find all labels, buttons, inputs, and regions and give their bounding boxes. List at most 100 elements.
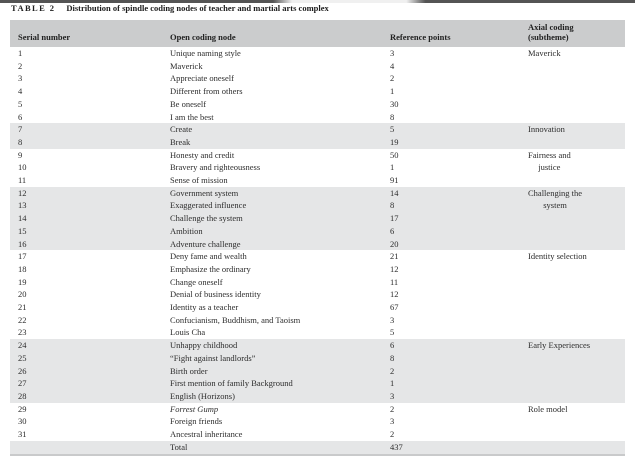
open-coding-node-cell: Bravery and righteousness — [170, 162, 261, 173]
serial-number-cell: 7 — [18, 124, 23, 135]
table-row: 3 Appreciate oneself 2 — [10, 72, 625, 85]
table-row: 2 Maverick 4 — [10, 60, 625, 73]
open-coding-node-cell: Maverick — [170, 60, 203, 71]
reference-points-cell: 17 — [390, 213, 399, 224]
header-row: Serial number Open coding node Reference… — [10, 20, 625, 47]
open-coding-node-cell: Change oneself — [170, 276, 223, 287]
reference-points-cell: 5 — [390, 327, 395, 338]
reference-points-cell: 14 — [390, 187, 399, 198]
table-number-label: TABLE 2 — [11, 3, 56, 13]
serial-number-cell: 25 — [18, 352, 27, 363]
reference-points-cell: 11 — [390, 276, 399, 287]
reference-points-cell: 19 — [390, 136, 399, 147]
table-row: 24 Unhappy childhood 6 Early Experiences — [10, 339, 625, 352]
table-row: 16 Adventure challenge 20 — [10, 238, 625, 251]
table-row: 4 Different from others 1 — [10, 85, 625, 98]
open-coding-node-cell: Ancestral inheritance — [170, 429, 243, 440]
reference-points-cell: 1 — [390, 378, 395, 389]
serial-number-cell: 9 — [18, 149, 23, 160]
axial-label: Challenging the system — [528, 187, 583, 211]
serial-number-cell: 4 — [18, 86, 23, 97]
open-coding-node-cell: First mention of family Background — [170, 378, 293, 389]
serial-number-cell: 6 — [18, 111, 23, 122]
reference-points-cell: 8 — [390, 200, 395, 211]
reference-points-cell: 3 — [390, 390, 395, 401]
table-row: 26 Birth order 2 — [10, 365, 625, 378]
open-coding-node-cell: Government system — [170, 187, 239, 198]
reference-points-cell: 5 — [390, 124, 395, 135]
reference-points-cell: 50 — [390, 149, 399, 160]
reference-points-cell: 1 — [390, 162, 395, 173]
open-coding-node-cell: Adventure challenge — [170, 238, 241, 249]
serial-number-cell: 5 — [18, 98, 23, 109]
open-coding-node-cell: Break — [170, 136, 191, 147]
reference-points-cell: 8 — [390, 352, 395, 363]
serial-number-cell: 2 — [18, 60, 23, 71]
col-header-open-coding-node: Open coding node — [170, 20, 390, 47]
open-coding-node-cell: English (Horizons) — [170, 390, 235, 401]
reference-points-cell: 3 — [390, 416, 395, 427]
table-row: 29 Forrest Gump 2 Role model — [10, 403, 625, 416]
serial-number-cell: 24 — [18, 340, 27, 351]
axial-coding-cell: Early Experiences — [528, 339, 625, 403]
axial-coding-cell: Innovation — [528, 123, 625, 148]
reference-points-cell: 20 — [390, 238, 399, 249]
open-coding-node-cell: Birth order — [170, 365, 208, 376]
total-value-cell: 437 — [390, 440, 528, 456]
table-row: 30 Foreign friends 3 — [10, 415, 625, 428]
reference-points-cell: 12 — [390, 289, 399, 300]
table-row: 15 Ambition 6 — [10, 225, 625, 238]
table-row: 10 Bravery and righteousness 1 — [10, 161, 625, 174]
reference-points-cell: 2 — [390, 403, 395, 414]
page-divider-rule — [0, 0, 635, 3]
serial-number-cell: 17 — [18, 251, 27, 262]
open-coding-node-cell: Louis Cha — [170, 327, 206, 338]
table-row: 28 English (Horizons) 3 — [10, 390, 625, 403]
reference-points-cell: 8 — [390, 111, 395, 122]
open-coding-node-cell: I am the best — [170, 111, 214, 122]
serial-number-cell: 23 — [18, 327, 27, 338]
open-coding-node-cell: Ambition — [170, 225, 203, 236]
table-row: 17 Deny fame and wealth 21 Identity selecti… — [10, 250, 625, 263]
serial-number-cell: 8 — [18, 136, 23, 147]
open-coding-node-cell: Deny fame and wealth — [170, 251, 247, 262]
table-row: 20 Denial of business identity 12 — [10, 288, 625, 301]
reference-points-cell: 30 — [390, 98, 399, 109]
group-role-model: 29 Forrest Gump 2 Role model 30 Foreign frien… — [10, 403, 625, 441]
reference-points-cell: 2 — [390, 73, 395, 84]
total-row: Total 437 — [10, 440, 625, 456]
axial-coding-cell: Role model — [528, 403, 625, 441]
empty-cell — [528, 440, 625, 456]
serial-number-cell: 29 — [18, 403, 27, 414]
serial-number-cell: 13 — [18, 200, 27, 211]
reference-points-cell: 3 — [390, 48, 395, 58]
open-coding-node-cell: Emphasize the ordinary — [170, 263, 251, 274]
group-challenging-the-system: 12 Government system 14 Challenging the sys… — [10, 186, 625, 251]
table-title: Distribution of spindle coding nodes of … — [66, 3, 329, 13]
reference-points-cell: 2 — [390, 429, 395, 440]
axial-coding-cell: Fairness and justice — [528, 149, 625, 187]
table-row: 31 Ancestral inheritance 2 — [10, 428, 625, 441]
serial-number-cell: 27 — [18, 378, 27, 389]
table-caption: TABLE 2 Distribution of spindle coding n… — [11, 3, 329, 13]
table-row: 9 Honesty and credit 50 Fairness and justic… — [10, 149, 625, 173]
reference-points-cell: 2 — [390, 365, 395, 376]
open-coding-node-cell: Identity as a teacher — [170, 302, 239, 313]
open-coding-node-cell: Challenge the system — [170, 213, 243, 224]
group-early-experiences: 24 Unhappy childhood 6 Early Experiences 25 “… — [10, 339, 625, 403]
serial-number-cell: 11 — [18, 175, 27, 186]
reference-points-cell: 21 — [390, 251, 399, 262]
open-coding-node-cell: Denial of business identity — [170, 289, 261, 300]
serial-number-cell: 16 — [18, 238, 27, 249]
total-label-cell: Total — [170, 440, 390, 456]
table-row: 8 Break 19 — [10, 136, 625, 149]
serial-number-cell: 31 — [18, 429, 27, 440]
serial-number-cell: 12 — [18, 187, 27, 198]
serial-number-cell: 1 — [18, 48, 23, 58]
reference-points-cell: 67 — [390, 302, 399, 313]
table-row: 14 Challenge the system 17 — [10, 212, 625, 225]
axial-coding-cell: Challenging the system — [528, 187, 625, 251]
reference-points-cell: 6 — [390, 225, 395, 236]
serial-number-cell: 3 — [18, 73, 23, 84]
reference-points-cell: 3 — [390, 314, 395, 325]
